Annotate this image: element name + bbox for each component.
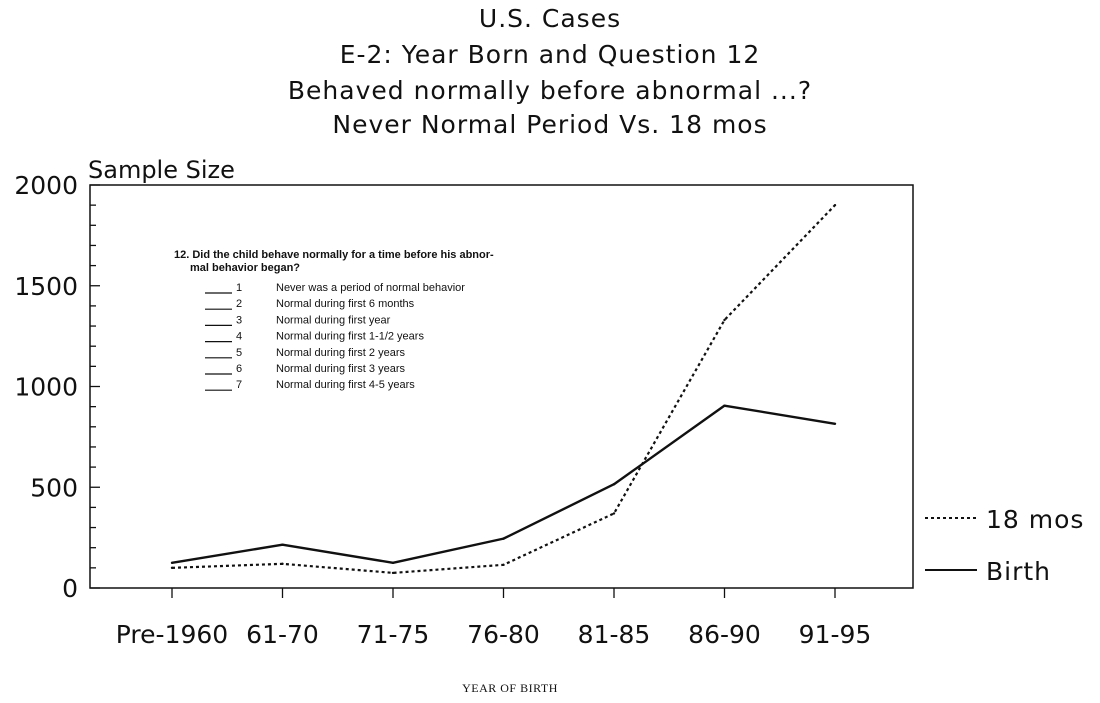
question-option-number: 2	[236, 298, 242, 310]
data-point-18-mos	[170, 566, 174, 570]
question-option-number: 1	[236, 282, 242, 294]
y-axis-title: Sample Size	[88, 156, 235, 184]
x-tick-label-76-80: 76-80	[467, 620, 540, 649]
question-option-text: Normal during first 1-1/2 years	[276, 331, 424, 343]
question-annotation: 12. Did the child behave normally for a …	[174, 249, 494, 391]
data-point-18-mos	[612, 512, 616, 515]
data-point-birth	[170, 561, 174, 565]
x-axis: Pre-1960 61-70 71-75 76-80 81-85 86-90 91-95	[116, 588, 872, 649]
data-point-birth	[833, 422, 837, 425]
series-layer	[170, 203, 837, 575]
chart-title-line-3: Behaved normally before abnormal ...?	[287, 76, 813, 105]
question-option-number: 7	[236, 379, 242, 391]
data-point-birth	[281, 543, 284, 546]
question-option-text: Never was a period of normal behavior	[276, 282, 465, 294]
x-tick-label-pre-1960: Pre-1960	[116, 620, 228, 649]
y-tick-label-500: 500	[30, 473, 78, 502]
question-option-number: 6	[236, 363, 242, 375]
x-tick-label-61-70: 61-70	[246, 620, 319, 649]
y-tick-label-1000: 1000	[14, 373, 78, 402]
question-option-text: Normal during first 3 years	[276, 363, 405, 375]
plot-frame	[89, 184, 914, 589]
data-point-18-mos	[723, 318, 726, 322]
chart-title-line-2: E-2: Year Born and Question 12	[339, 40, 761, 69]
chart-title-line-4: Never Normal Period Vs. 18 mos	[332, 110, 768, 139]
question-option-text: Normal during first year	[276, 314, 391, 326]
question-option-text: Normal during first 2 years	[276, 347, 405, 359]
question-option-text: Normal during first 6 months	[276, 298, 415, 310]
question-option-number: 4	[236, 331, 242, 343]
x-tick-label-86-90: 86-90	[688, 620, 761, 649]
data-point-18-mos	[281, 562, 284, 566]
x-tick-label-81-85: 81-85	[578, 620, 651, 649]
data-point-birth	[612, 483, 616, 486]
data-point-birth	[391, 561, 395, 565]
x-axis-title: YEAR OF BIRTH	[462, 681, 558, 695]
legend-label-18-mos: 18 mos	[986, 505, 1084, 534]
data-point-18-mos	[391, 571, 395, 575]
question-option-number: 5	[236, 347, 242, 359]
legend: 18 mos Birth	[925, 505, 1084, 586]
legend-label-birth: Birth	[986, 557, 1051, 586]
y-tick-label-1500: 1500	[14, 272, 78, 301]
data-point-18-mos	[833, 203, 837, 207]
data-point-birth	[723, 404, 726, 407]
data-point-18-mos	[502, 563, 505, 567]
y-tick-label-2000: 2000	[14, 171, 78, 200]
y-tick-label-0: 0	[62, 574, 78, 603]
chart-title-line-1: U.S. Cases	[478, 4, 622, 33]
question-text-line-1: 12. Did the child behave normally for a …	[174, 249, 494, 261]
y-axis: 0 500 1000 1500 2000	[14, 171, 100, 603]
data-point-birth	[502, 537, 505, 540]
question-text-line-2: mal behavior began?	[190, 262, 300, 274]
x-tick-label-91-95: 91-95	[799, 620, 872, 649]
question-option-text: Normal during first 4-5 years	[276, 379, 415, 391]
question-option-number: 3	[236, 314, 242, 326]
x-tick-label-71-75: 71-75	[357, 620, 430, 649]
